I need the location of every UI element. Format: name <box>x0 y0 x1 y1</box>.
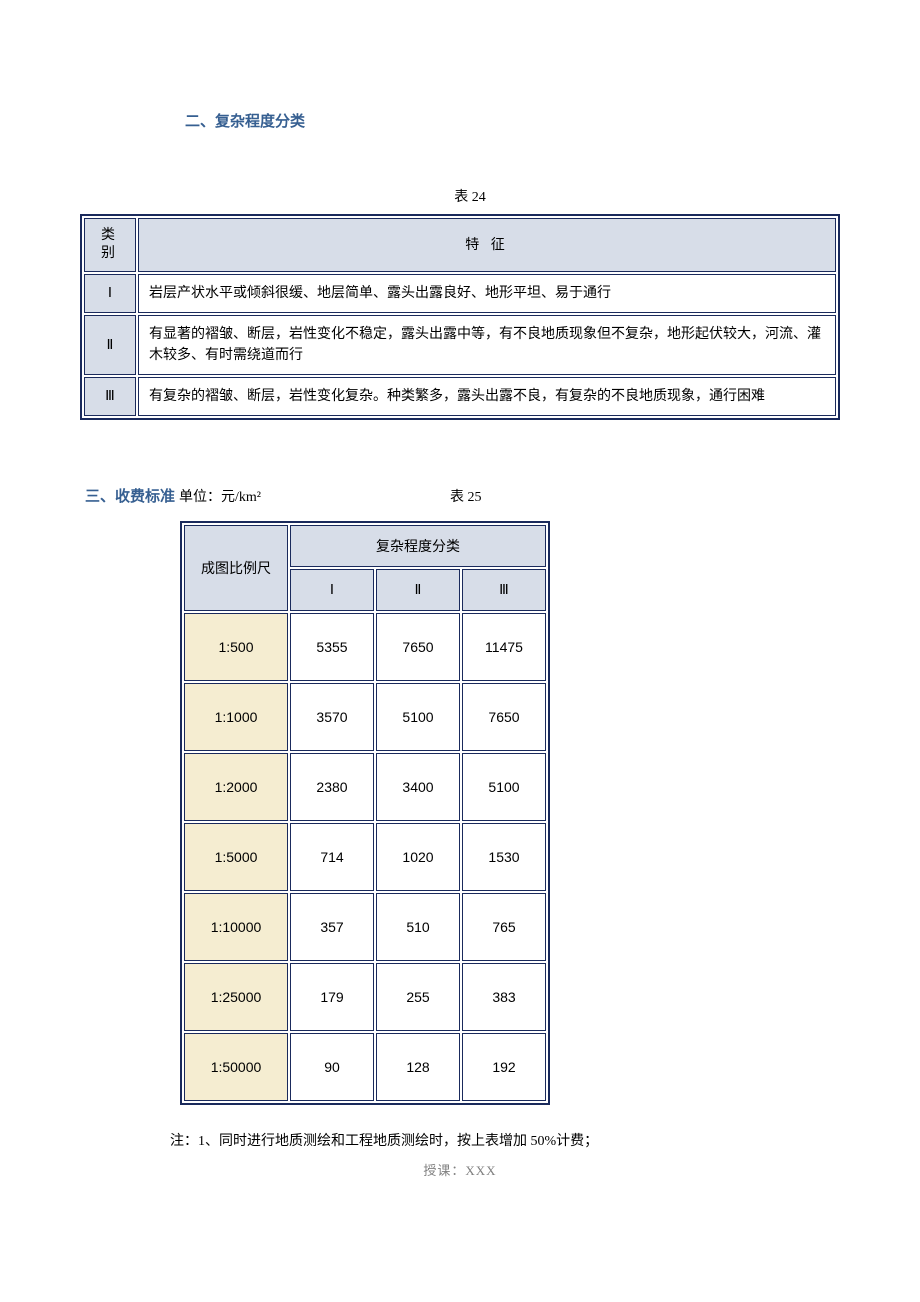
table-row: 1:5000 714 1020 1530 <box>184 823 546 891</box>
table-note: 注：1、同时进行地质测绘和工程地质测绘时，按上表增加 50%计费； <box>170 1130 840 1150</box>
value-cell: 3400 <box>376 753 460 821</box>
value-cell: 357 <box>290 893 374 961</box>
category-cell: Ⅱ <box>84 315 136 375</box>
value-cell: 1530 <box>462 823 546 891</box>
col-header-category: 类别 <box>84 218 136 272</box>
sub-header: Ⅰ <box>290 569 374 611</box>
value-cell: 2380 <box>290 753 374 821</box>
value-cell: 5100 <box>376 683 460 751</box>
scale-cell: 1:5000 <box>184 823 288 891</box>
value-cell: 5355 <box>290 613 374 681</box>
table-row: Ⅱ 有显著的褶皱、断层，岩性变化不稳定，露头出露中等，有不良地质现象但不复杂，地… <box>84 315 836 375</box>
sub-header: Ⅲ <box>462 569 546 611</box>
table-row: 1:2000 2380 3400 5100 <box>184 753 546 821</box>
value-cell: 90 <box>290 1033 374 1101</box>
value-cell: 255 <box>376 963 460 1031</box>
unit-text: 单位：元/km² <box>179 490 261 505</box>
value-cell: 192 <box>462 1033 546 1101</box>
complexity-header: 复杂程度分类 <box>290 525 546 567</box>
table-row: 1:10000 357 510 765 <box>184 893 546 961</box>
value-cell: 765 <box>462 893 546 961</box>
value-cell: 128 <box>376 1033 460 1101</box>
table-row: 1:50000 90 128 192 <box>184 1033 546 1101</box>
description-cell: 有显著的褶皱、断层，岩性变化不稳定，露头出露中等，有不良地质现象但不复杂，地形起… <box>138 315 836 375</box>
value-cell: 510 <box>376 893 460 961</box>
table-24-caption: 表 24 <box>100 186 840 206</box>
sub-header: Ⅱ <box>376 569 460 611</box>
value-cell: 179 <box>290 963 374 1031</box>
col-header-feature: 特 征 <box>138 218 836 272</box>
scale-cell: 1:1000 <box>184 683 288 751</box>
table-row: 1:1000 3570 5100 7650 <box>184 683 546 751</box>
scale-cell: 1:25000 <box>184 963 288 1031</box>
fee-standard-table: 成图比例尺 复杂程度分类 Ⅰ Ⅱ Ⅲ 1:500 5355 7650 11475… <box>180 521 550 1105</box>
section-3-heading: 三、收费标准 <box>85 489 175 505</box>
table-row: 成图比例尺 复杂程度分类 <box>184 525 546 567</box>
value-cell: 11475 <box>462 613 546 681</box>
table-row: Ⅰ 岩层产状水平或倾斜很缓、地层简单、露头出露良好、地形平坦、易于通行 <box>84 274 836 313</box>
scale-cell: 1:50000 <box>184 1033 288 1101</box>
value-cell: 7650 <box>376 613 460 681</box>
category-cell: Ⅲ <box>84 377 136 416</box>
table-25-caption: 表 25 <box>450 490 482 505</box>
scale-header: 成图比例尺 <box>184 525 288 611</box>
table-row: 类别 特 征 <box>84 218 836 272</box>
section-3-line: 三、收费标准 单位：元/km² 表 25 <box>85 485 840 506</box>
table-row: 1:500 5355 7650 11475 <box>184 613 546 681</box>
section-2-heading: 二、复杂程度分类 <box>185 110 840 131</box>
value-cell: 1020 <box>376 823 460 891</box>
document-page: 二、复杂程度分类 表 24 类别 特 征 Ⅰ 岩层产状水平或倾斜很缓、地层简单、… <box>0 0 920 1199</box>
page-footer: 授课：XXX <box>80 1160 840 1179</box>
complexity-classification-table: 类别 特 征 Ⅰ 岩层产状水平或倾斜很缓、地层简单、露头出露良好、地形平坦、易于… <box>80 214 840 420</box>
value-cell: 5100 <box>462 753 546 821</box>
scale-cell: 1:10000 <box>184 893 288 961</box>
description-cell: 岩层产状水平或倾斜很缓、地层简单、露头出露良好、地形平坦、易于通行 <box>138 274 836 313</box>
value-cell: 3570 <box>290 683 374 751</box>
category-cell: Ⅰ <box>84 274 136 313</box>
value-cell: 714 <box>290 823 374 891</box>
scale-cell: 1:500 <box>184 613 288 681</box>
scale-cell: 1:2000 <box>184 753 288 821</box>
value-cell: 7650 <box>462 683 546 751</box>
table-row: 1:25000 179 255 383 <box>184 963 546 1031</box>
value-cell: 383 <box>462 963 546 1031</box>
table-row: Ⅲ 有复杂的褶皱、断层，岩性变化复杂。种类繁多，露头出露不良，有复杂的不良地质现… <box>84 377 836 416</box>
description-cell: 有复杂的褶皱、断层，岩性变化复杂。种类繁多，露头出露不良，有复杂的不良地质现象，… <box>138 377 836 416</box>
